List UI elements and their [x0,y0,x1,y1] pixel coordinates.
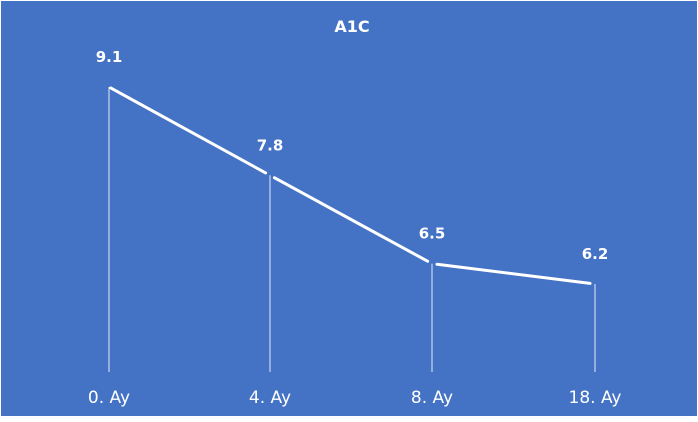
data-label-3: 6.2 [582,245,609,263]
x-axis-tick-labels: 0. Ay 4. Ay 8. Ay 18. Ay [88,388,622,408]
data-labels: 9.1 7.8 6.5 6.2 [96,48,609,263]
series-segment-1 [272,176,430,263]
x-tick-label-1: 4. Ay [249,388,291,408]
data-label-1: 7.8 [257,136,284,154]
data-label-0: 9.1 [96,48,123,66]
x-tick-label-3: 18. Ay [569,388,622,408]
x-tick-label-2: 8. Ay [411,388,453,408]
series-segment-0 [109,86,268,175]
series-line [109,86,592,285]
x-tick-label-0: 0. Ay [88,388,130,408]
data-label-2: 6.5 [419,225,446,243]
drop-lines [108,87,596,372]
chart-title: A1C [334,17,369,36]
series-segment-2 [435,262,592,285]
